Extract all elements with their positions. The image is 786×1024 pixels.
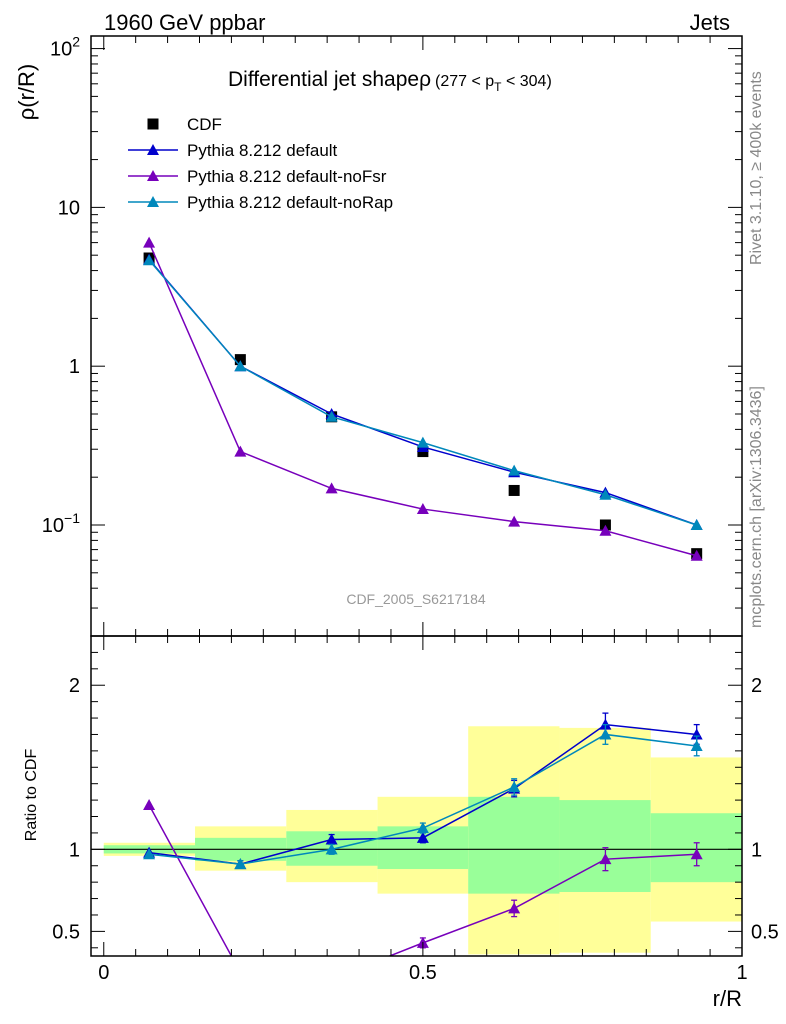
series-noFsr <box>143 236 703 561</box>
x-tick-label: 0 <box>98 962 109 984</box>
side-text-top: Rivet 3.1.10, ≥ 400k events <box>748 71 765 265</box>
main-ylabel: ρ(r/R) <box>14 64 39 121</box>
ratio-y-tick-label: 2 <box>69 675 80 697</box>
ratio-y-tick-label-right: 2 <box>751 675 762 697</box>
watermark: CDF_2005_S6217184 <box>346 591 486 607</box>
title-range: (277 < p <box>435 73 494 90</box>
point-noFsr <box>416 503 429 515</box>
x-tick-label: 1 <box>736 962 747 984</box>
legend-label-noRap: Pythia 8.212 default-noRap <box>187 193 393 212</box>
y-tick-label: 10 <box>58 197 80 219</box>
point-noRap <box>234 360 247 372</box>
ratio-ylabel: Ratio to CDF <box>23 749 40 842</box>
ratio-point-noRap <box>143 848 156 860</box>
ratio-y-tick-label-right: 0.5 <box>751 921 779 943</box>
ratio-point-noRap <box>416 822 429 833</box>
point-cdf <box>508 484 520 496</box>
point-noRap <box>508 464 521 476</box>
line-noRap <box>148 259 697 526</box>
ratio-series-noRap <box>143 723 703 870</box>
band-inner-5 <box>559 800 651 892</box>
ratio-point-noFsr <box>143 799 156 811</box>
line-default <box>148 258 697 526</box>
y-tick-exponent: −1 <box>64 510 80 526</box>
ratio-point-noRap <box>234 858 247 870</box>
point-noFsr <box>325 482 338 494</box>
ratio-plot-background <box>91 726 742 955</box>
chart-title: Differential jet shapeρ (277 < pT < 304) <box>228 68 552 94</box>
legend-label-noFsr: Pythia 8.212 default-noFsr <box>187 167 387 186</box>
point-noFsr <box>690 549 703 561</box>
x-tick-label: 0.5 <box>409 962 437 984</box>
point-cdf <box>234 354 246 366</box>
ratio-point-noRap <box>508 780 521 792</box>
ratio-point-default <box>416 831 429 843</box>
y-tick-base: 10 <box>50 39 72 61</box>
legend: CDF Pythia 8.212 default Pythia 8.212 defa… <box>128 115 393 212</box>
header-right: Jets <box>690 10 730 35</box>
point-noFsr <box>143 236 156 248</box>
ratio-point-noRap <box>690 739 703 751</box>
main-plot-area <box>143 236 703 561</box>
title-sub: T <box>494 80 502 94</box>
legend-marker-cdf <box>147 118 159 130</box>
point-noRap <box>599 488 612 500</box>
point-noRap <box>416 436 429 448</box>
ratio-point-noFsr <box>508 902 521 914</box>
legend-marker-noRap <box>147 196 159 207</box>
point-noFsr <box>599 524 612 536</box>
ratio-y-tick-label-right: 1 <box>751 839 762 861</box>
y-tick-exponent: 2 <box>72 34 80 50</box>
xlabel: r/R <box>713 986 742 1011</box>
legend-label-cdf: CDF <box>187 115 222 134</box>
y-tick-label: 1 <box>69 356 80 378</box>
point-noRap <box>325 410 338 422</box>
ratio-point-noFsr <box>690 848 703 860</box>
point-noRap <box>143 254 156 266</box>
y-tick-label: 10−1 <box>42 510 80 537</box>
ratio-y-tick-label: 1 <box>69 839 80 861</box>
point-noRap <box>690 518 703 530</box>
y-tick-label: 102 <box>50 34 80 61</box>
ratio-frame <box>90 635 743 957</box>
ratio-point-noRap <box>325 843 338 855</box>
point-noFsr <box>234 445 247 457</box>
series-default <box>143 253 703 530</box>
series-noRap <box>143 254 703 530</box>
band-inner-4 <box>468 796 560 894</box>
ratio-y-tick-label: 0.5 <box>52 921 80 943</box>
legend-marker-default <box>147 144 159 155</box>
legend-label-default: Pythia 8.212 default <box>187 141 338 160</box>
title-end: < 304) <box>502 73 552 90</box>
header-left: 1960 GeV ppbar <box>104 10 265 35</box>
ratio-point-noFsr <box>599 853 612 865</box>
title-rho: ρ <box>419 68 431 91</box>
point-noFsr <box>508 515 521 527</box>
ratio-point-default <box>325 833 338 845</box>
ratio-point-noRap <box>599 728 612 740</box>
ratio-plot-area <box>143 712 703 956</box>
side-text-bottom: mcplots.cern.ch [arXiv:1306.3436] <box>748 386 765 628</box>
legend-marker-noFsr <box>147 170 159 181</box>
title-main: Differential jet shape <box>228 68 419 91</box>
y-tick-base: 10 <box>42 515 64 537</box>
